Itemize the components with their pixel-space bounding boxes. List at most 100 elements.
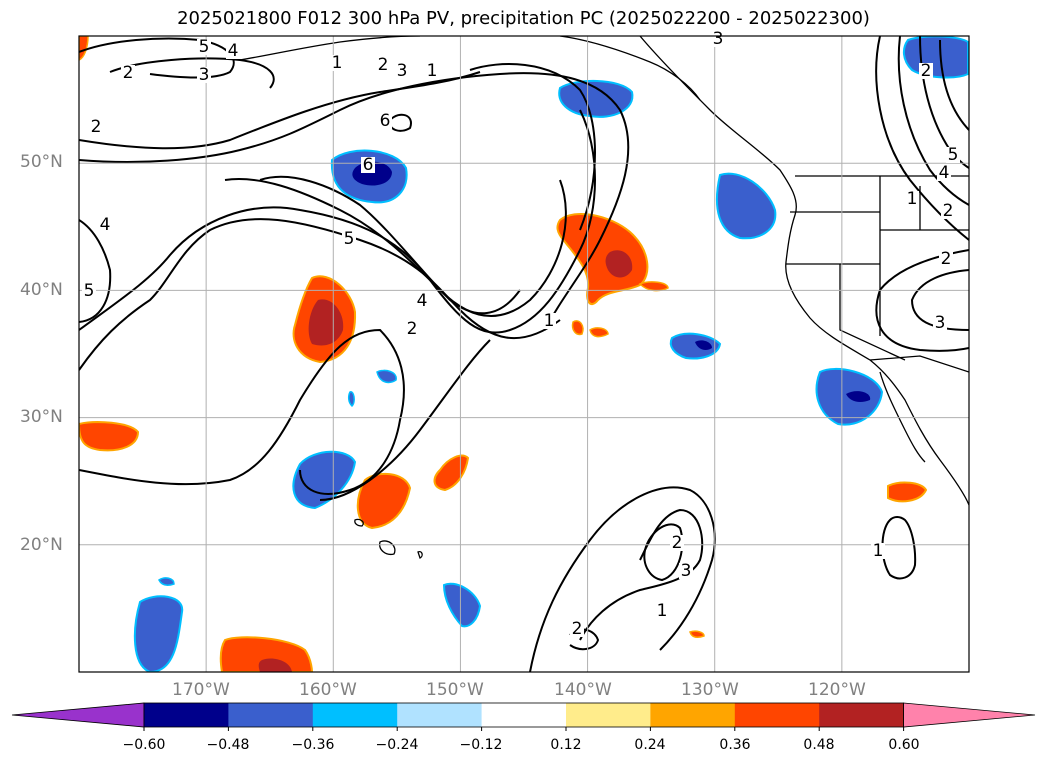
contour-label-bg [941, 203, 955, 219]
pv-contour [79, 71, 481, 150]
contour-label: 2 [407, 319, 418, 339]
contour-label-bg [939, 251, 953, 267]
positive-anomaly-blob [219, 636, 314, 672]
lon-label: 160°W [299, 680, 357, 700]
map-area [79, 36, 969, 672]
mexico-border [869, 355, 969, 373]
colorbar-tick-label: 0.48 [803, 737, 835, 753]
lat-label: 40°N [20, 280, 63, 300]
colorbar-swatch [481, 703, 567, 727]
contour-label: 4 [228, 41, 239, 61]
positive-anomaly-blob [589, 327, 609, 338]
contour-label-bg [415, 293, 429, 309]
contour-label: 1 [332, 53, 343, 73]
positive-anomaly-blob [556, 213, 649, 306]
pv-contour [529, 486, 716, 672]
pv-contour [469, 63, 596, 231]
contour-label-bg [197, 39, 211, 55]
hawaii-island [354, 518, 364, 527]
negative-anomaly-blob [133, 595, 184, 672]
positive-anomaly-blob [887, 481, 928, 503]
contour-label-bg [933, 315, 947, 331]
lon-label: 150°W [426, 680, 484, 700]
positive-anomaly-blob [79, 421, 140, 452]
contour-label-bg [89, 119, 103, 135]
contour-label-bg [405, 321, 419, 337]
negative-anomaly-blob [158, 577, 175, 586]
colorbar-tick-label: 0.24 [634, 737, 666, 753]
negative-anomaly-blob [715, 172, 777, 240]
negative-anomaly-blob [292, 450, 357, 510]
colorbar-tick-label: −0.48 [206, 737, 250, 753]
contour-label: 2 [672, 533, 683, 553]
colorbar-tick-label: −0.24 [375, 737, 419, 753]
negative-anomaly-blob [902, 36, 969, 79]
coastlines [239, 36, 969, 559]
contour-label-bg [670, 535, 684, 551]
positive-anomaly-blob [638, 281, 669, 292]
lon-label: 120°W [808, 680, 866, 700]
colorbar-tick-label: 0.60 [888, 737, 920, 753]
colorbar-swatch [734, 703, 820, 727]
contour-label: 2 [941, 249, 952, 269]
colorbar-swatch [819, 703, 905, 727]
colorbar-extend-low [11, 702, 145, 728]
contour-label: 6 [380, 111, 391, 131]
pv-contour [79, 218, 561, 371]
contour-label: 2 [123, 63, 134, 83]
colorbar-swatch [397, 703, 483, 727]
positive-anomaly-blob [571, 320, 584, 336]
hawaii-island [379, 540, 396, 556]
pv-contour [79, 37, 235, 79]
precipitation-shading [79, 36, 969, 672]
colorbar-tick-label: −0.60 [122, 737, 166, 753]
colorbar-swatch [144, 703, 229, 727]
contour-label: 3 [397, 61, 408, 81]
contour-label: 5 [344, 229, 355, 249]
contour-label-bg [82, 283, 96, 299]
pv-contour [79, 328, 405, 495]
contour-label: 2 [921, 61, 932, 81]
contour-label: 2 [943, 201, 954, 221]
pv-contour [897, 36, 969, 206]
contour-label: 5 [199, 37, 210, 57]
negative-anomaly-core [846, 391, 871, 402]
pv-contour [79, 72, 630, 331]
contour-label-bg [376, 57, 390, 73]
lon-label: 130°W [681, 680, 739, 700]
contour-label-bg [711, 31, 725, 47]
colorbar-tick-label: −0.12 [459, 737, 503, 753]
contour-label: 1 [907, 189, 918, 209]
lat-label: 20°N [20, 535, 63, 555]
state-border [839, 264, 906, 361]
alaska-coastline [559, 36, 701, 101]
lon-label: 170°W [172, 680, 230, 700]
hawaii-island [417, 550, 423, 559]
contour-label-bg [98, 217, 112, 233]
contour-label-bg [197, 67, 211, 83]
pv-contour [579, 508, 704, 641]
contour-label-bg [679, 563, 693, 579]
contour-label: 3 [681, 561, 692, 581]
pv-contour [875, 249, 969, 352]
contour-label: 1 [873, 541, 884, 561]
contour-label-bg [395, 63, 409, 79]
colorbar-extend-high [903, 702, 1036, 728]
negative-anomaly-blob [558, 80, 634, 118]
pv-contour [939, 39, 969, 131]
pv-contour [875, 36, 969, 241]
contour-label: 2 [572, 619, 583, 639]
contour-label: 4 [417, 291, 428, 311]
positive-anomaly-core [605, 250, 633, 278]
north-america-coastline [639, 36, 969, 506]
contour-label: 3 [935, 313, 946, 333]
contour-label-bg [330, 55, 344, 71]
contour-label: 4 [100, 215, 111, 235]
colorbar-swatch [566, 703, 651, 727]
pv-contours [79, 36, 969, 672]
colorbar-tick-label: −0.36 [291, 737, 335, 753]
baja-coastline [879, 371, 926, 463]
negative-anomaly-blob [376, 369, 397, 384]
contour-label: 2 [378, 55, 389, 75]
